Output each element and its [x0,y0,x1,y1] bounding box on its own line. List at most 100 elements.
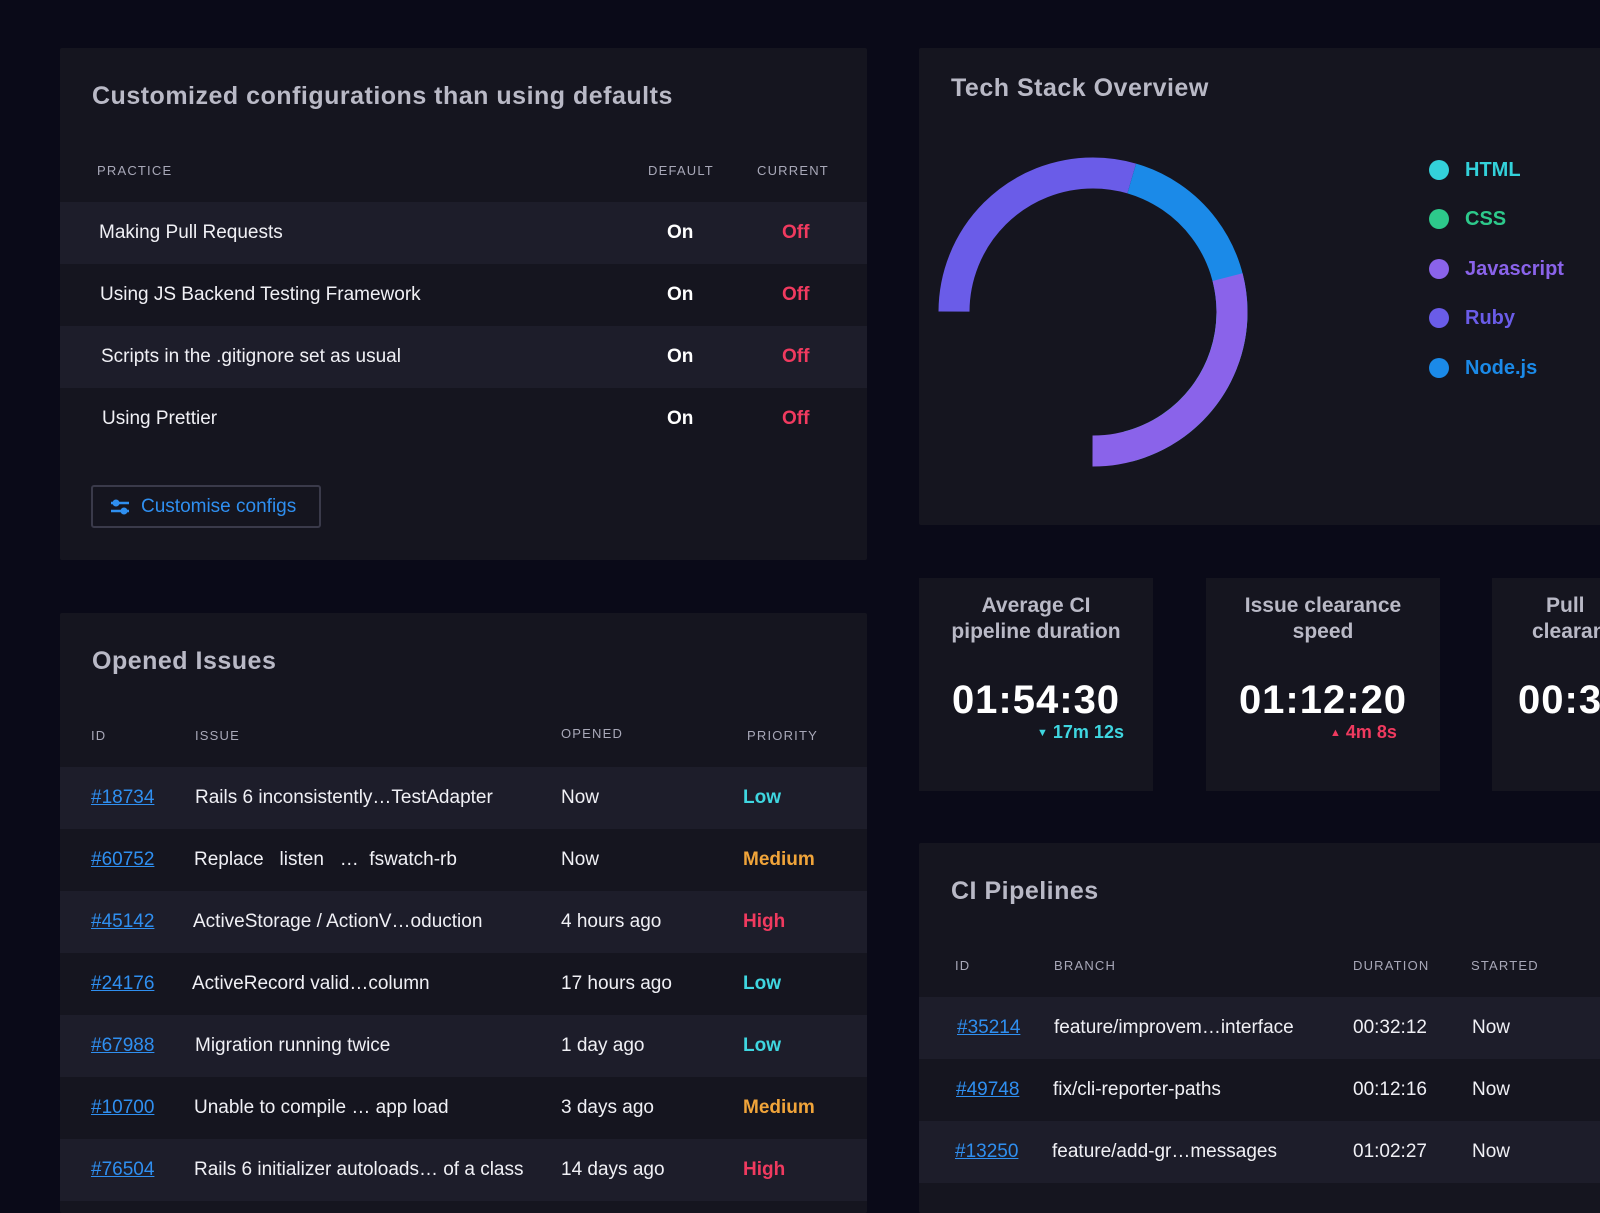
config-default: On [667,346,694,367]
config-practice: Making Pull Requests [99,222,283,243]
sliders-icon [111,499,129,514]
pipeline-duration: 00:12:16 [1353,1079,1427,1100]
pipeline-row[interactable]: #49748 fix/cli-reporter-paths 00:12:16 N… [919,1059,1600,1121]
issue-id-link[interactable]: #10700 [91,1097,155,1118]
pipeline-branch: fix/cli-reporter-paths [1053,1079,1221,1100]
issue-row[interactable]: #10700 Unable to compile … app load 3 da… [60,1077,867,1139]
issue-row[interactable]: #24176 ActiveRecord valid…column 17 hour… [60,953,867,1015]
pipeline-id-link[interactable]: #13250 [955,1141,1019,1162]
issue-row[interactable]: #67988 Migration running twice 1 day ago… [60,1015,867,1077]
pipelines-card: CI Pipelines ID BRANCH DURATION STARTED … [919,843,1600,1213]
stat-delta-value: 4m 8s [1345,722,1397,742]
issue-title: Replace listen … fswatch-rb [194,849,457,870]
stat-title: Pull clearan [1532,593,1600,645]
donut-segment-javascript [938,157,1248,467]
config-default: On [667,222,694,243]
pipelines-header-id: ID [955,958,971,973]
issue-priority: High [743,911,786,932]
legend-dot [1429,308,1449,328]
config-row: Using Prettier On Off [60,388,867,450]
config-default: On [667,408,694,429]
stat-value: 00:3 [1518,678,1600,722]
issue-opened: 17 hours ago [561,973,672,994]
legend-dot [1429,209,1449,229]
legend-dot [1429,259,1449,279]
issue-id-link[interactable]: #24176 [91,973,155,994]
stat-delta: ▲ 4m 8s [1330,722,1397,743]
pipeline-started: Now [1472,1079,1511,1100]
stat-title-line: speed [1292,620,1354,643]
issue-title: Rails 6 inconsistently…TestAdapter [195,787,493,808]
customise-configs-button[interactable]: Customise configs [91,485,321,528]
issue-opened: Now [561,849,600,870]
issue-priority: Medium [743,1097,815,1118]
stat-delta: ▼ 17m 12s [1037,722,1124,743]
pipelines-header-duration: DURATION [1353,958,1430,973]
stat-title-line: pipeline duration [951,620,1121,643]
issue-row[interactable]: #60752 Replace listen … fswatch-rb Now M… [60,829,867,891]
issue-row[interactable]: #18734 Rails 6 inconsistently…TestAdapte… [60,767,867,829]
issues-header-priority: PRIORITY [747,728,818,743]
config-header-default: DEFAULT [648,163,714,178]
pipeline-duration: 01:02:27 [1353,1141,1427,1162]
tech-stack-donut [938,157,1248,467]
issues-header-id: ID [91,728,107,743]
config-header-current: CURRENT [757,163,829,178]
issue-id-link[interactable]: #76504 [91,1159,155,1180]
pipeline-id-link[interactable]: #49748 [956,1079,1020,1100]
issue-row[interactable]: #76504 Rails 6 initializer autoloads… of… [60,1139,867,1201]
issue-priority: High [743,1159,786,1180]
stat-delta-value: 17m 12s [1052,722,1124,742]
triangle-up-icon: ▲ [1330,727,1341,739]
issues-header-issue: ISSUE [195,728,241,743]
config-card: Customized configurations than using def… [60,48,867,560]
stat-title-line: Issue clearance [1244,594,1402,617]
pipelines-title: CI Pipelines [951,877,1099,905]
issue-id-link[interactable]: #60752 [91,849,155,870]
issue-id-link[interactable]: #18734 [91,787,155,808]
issue-id-link[interactable]: #67988 [91,1035,155,1056]
issues-title: Opened Issues [92,647,277,675]
legend-item-html: HTML [1429,155,1521,185]
legend-item-css: CSS [1429,204,1506,234]
stat-card-ci-duration: Average CI pipeline duration 01:54:30 ▼ … [919,578,1153,791]
config-default: On [667,284,694,305]
issue-priority: Medium [743,849,815,870]
config-practice: Using Prettier [102,408,218,429]
issue-priority: Low [743,973,781,994]
legend-dot [1429,160,1449,180]
issue-opened: Now [561,787,600,808]
stat-title-line: clearan [1532,620,1600,643]
tech-stack-card: Tech Stack Overview HTML CSS Javascript … [919,48,1600,525]
legend-item-nodejs: Node.js [1429,353,1537,383]
pipeline-id-link[interactable]: #35214 [957,1017,1021,1038]
issue-id-link[interactable]: #45142 [91,911,155,932]
issue-title: ActiveRecord valid…column [192,973,430,994]
stat-card-pull-clearance: Pull clearan 00:3 [1492,578,1600,791]
issue-title: Rails 6 initializer autoloads… of a clas… [194,1159,524,1180]
pipeline-row[interactable]: #35214 feature/improvem…interface 00:32:… [919,997,1600,1059]
issue-priority: Low [743,1035,781,1056]
config-current: Off [782,346,810,367]
pipeline-row[interactable]: #13250 feature/add-gr…messages 01:02:27 … [919,1121,1600,1183]
config-row: Using JS Backend Testing Framework On Of… [60,264,867,326]
legend-label: Node.js [1465,356,1538,379]
config-current: Off [782,408,810,429]
config-row: Scripts in the .gitignore set as usual O… [60,326,867,388]
stat-value: 01:12:20 [1238,678,1408,722]
pipelines-header-branch: BRANCH [1054,958,1117,973]
stat-title: Issue clearance speed [1206,593,1440,645]
stat-card-issue-clearance: Issue clearance speed 01:12:20 ▲ 4m 8s [1206,578,1440,791]
config-row: Making Pull Requests On Off [60,202,867,264]
config-title: Customized configurations than using def… [92,82,673,110]
legend-item-ruby: Ruby [1429,303,1515,333]
legend-item-javascript: Javascript [1429,254,1564,284]
issues-card: Opened Issues ID ISSUE OPENED PRIORITY #… [60,613,867,1213]
config-current: Off [782,284,810,305]
issue-row[interactable]: #45142 ActiveStorage / ActionV…oduction … [60,891,867,953]
issue-title: ActiveStorage / ActionV…oduction [193,911,483,932]
stat-value: 01:54:30 [951,678,1121,722]
tech-stack-title: Tech Stack Overview [951,74,1209,102]
issue-opened: 1 day ago [561,1035,645,1056]
config-header-practice: PRACTICE [97,163,173,178]
